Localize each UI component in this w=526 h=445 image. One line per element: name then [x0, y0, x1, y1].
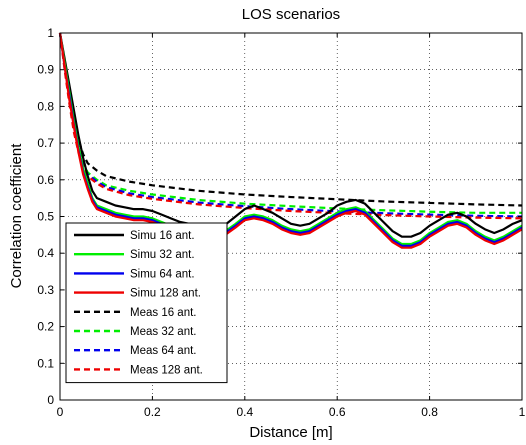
y-tick-label: 0.8 [37, 99, 54, 113]
legend: Simu 16 ant. Simu 32 ant. Simu 64 ant. Simu… [65, 222, 228, 384]
series-line-simu-32-ant [58, 32, 523, 246]
chart-title: LOS scenarios [242, 6, 340, 23]
legend-label: Simu 32 ant. [130, 249, 195, 261]
x-tick-label: 0.8 [421, 405, 438, 419]
series-line-meas-64-ant [58, 32, 523, 218]
legend-label: Simu 128 ant. [130, 288, 201, 300]
y-tick-label: 0.4 [37, 246, 54, 260]
series-line-simu-16-ant [58, 32, 523, 238]
y-tick-label: 0.1 [37, 356, 54, 370]
y-tick-label: 0.2 [37, 320, 54, 334]
series-line-simu-128-ant [58, 32, 523, 249]
y-tick-label: 0.6 [37, 173, 54, 187]
y-tick-label: 0.7 [37, 136, 54, 150]
y-tick-label: 0.3 [37, 283, 54, 297]
y-tick-label: 0.5 [37, 210, 54, 224]
series-line-simu-64-ant [58, 32, 523, 247]
legend-label: Meas 32 ant. [130, 326, 196, 338]
y-tick-label: 0 [47, 393, 54, 407]
x-tick-label: 1 [519, 405, 526, 419]
series-line-meas-16-ant [58, 32, 523, 207]
series-line-meas-32-ant [58, 32, 522, 214]
x-axis-label: Distance [m] [249, 424, 332, 441]
axis-ticks: 0 0.2 0.4 0.6 0.8 1 0 0.1 0.2 0.3 0.4 0.5 0.6 0.7 0.8 0… [37, 26, 525, 419]
x-tick-label: 0.2 [144, 405, 161, 419]
legend-box [65, 222, 228, 384]
series-layer [58, 32, 523, 249]
legend-label: Meas 64 ant. [130, 345, 196, 357]
legend-label: Simu 64 ant. [130, 268, 195, 280]
legend-label: Simu 16 ant. [130, 230, 195, 242]
legend-label: Meas 128 ant. [130, 364, 203, 376]
y-tick-label: 0.9 [37, 63, 54, 77]
x-tick-label: 0.6 [329, 405, 346, 419]
x-tick-label: 0.4 [236, 405, 253, 419]
y-tick-label: 1 [47, 26, 54, 40]
y-axis-label: Correlation coefficient [8, 143, 25, 289]
x-tick-label: 0 [57, 405, 64, 419]
legend-label: Meas 16 ant. [130, 307, 196, 319]
